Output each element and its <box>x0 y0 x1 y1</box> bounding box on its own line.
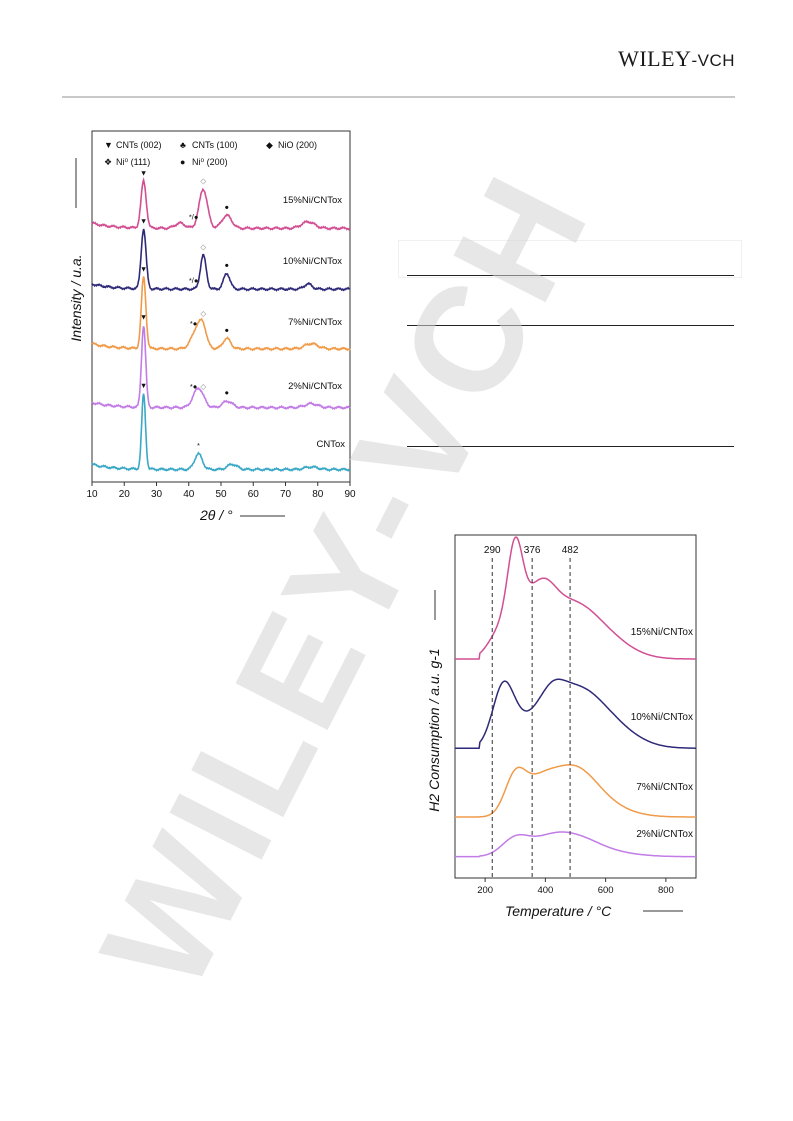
tpr-reference-label: 376 <box>524 545 541 556</box>
tpr-series-label: 15%Ni/CNTox <box>631 627 693 638</box>
tpr-frame <box>454 534 697 879</box>
tpr-chart: 15%Ni/CNTox 10%Ni/CNTox 7%Ni/CNTox 2%Ni/CNT… <box>426 534 697 919</box>
xrd-series-line <box>91 393 351 473</box>
xrd-peak-marker: ● <box>225 202 230 211</box>
xrd-legend-label: NiO (200) <box>278 140 317 150</box>
tpr-x-tick-label: 800 <box>658 885 674 896</box>
xrd-peak-marker: ▼ <box>140 381 147 390</box>
publisher-logo-main: WILEY <box>618 46 692 71</box>
xrd-legend-symbol: ❖ <box>104 157 112 167</box>
xrd-legend-symbol: ● <box>180 157 185 167</box>
xrd-peak-marker: */● <box>189 212 199 221</box>
tpr-series-line <box>455 536 696 660</box>
xrd-peak-marker: ● <box>225 325 230 334</box>
xrd-legend-label: CNTs (002) <box>116 140 162 150</box>
xrd-series-label: 15%Ni/CNTox <box>283 195 342 206</box>
xrd-peak-marker: *● <box>190 382 197 391</box>
tpr-x-tick-label: 400 <box>537 885 553 896</box>
xrd-legend-label: Ni⁰ (111) <box>116 157 150 167</box>
xrd-peak-marker: ▼ <box>140 216 147 225</box>
table-bottom-rule <box>407 446 734 447</box>
tpr-series-line <box>455 831 696 858</box>
xrd-peak-marker: * <box>197 441 200 450</box>
xrd-peak-marker: ▼ <box>140 313 147 322</box>
xrd-x-tick-label: 50 <box>215 489 227 500</box>
tpr-y-axis-label: H2 Consumption / a.u. g-1 <box>426 648 442 811</box>
xrd-x-axis-label: 2θ / ° <box>199 507 233 523</box>
xrd-peak-marker: *● <box>190 319 197 328</box>
tpr-series-label: 2%Ni/CNTox <box>636 829 693 840</box>
xrd-x-tick-label: 30 <box>151 489 163 500</box>
tpr-series-label: 10%Ni/CNTox <box>631 712 693 723</box>
xrd-series-line <box>91 276 351 352</box>
xrd-x-tick-label: 40 <box>183 489 195 500</box>
xrd-legend-symbol: ♣ <box>180 140 186 150</box>
tpr-x-tick-label: 600 <box>598 885 614 896</box>
xrd-x-tick-label: 90 <box>344 489 356 500</box>
xrd-series-line <box>91 326 351 411</box>
tpr-x-axis-label: Temperature / °C <box>505 903 612 919</box>
xrd-x-tick-label: 10 <box>86 489 98 500</box>
xrd-peak-marker: ◇ <box>200 242 207 251</box>
tpr-series-line <box>455 764 696 818</box>
xrd-legend-symbol: ▼ <box>104 140 113 150</box>
xrd-series-label: 10%Ni/CNTox <box>283 256 342 267</box>
table-top-rule <box>407 275 734 276</box>
tpr-series-label: 7%Ni/CNTox <box>636 782 693 793</box>
publisher-logo: WILEY-VCH <box>618 46 735 72</box>
xrd-series-label: 2%Ni/CNTox <box>288 381 342 392</box>
tpr-reference-label: 482 <box>562 545 579 556</box>
xrd-x-tick-label: 70 <box>280 489 292 500</box>
xrd-frame <box>91 130 351 483</box>
xrd-x-tick-label: 60 <box>248 489 260 500</box>
xrd-legend-label: CNTs (100) <box>192 140 238 150</box>
xrd-x-tick-label: 80 <box>312 489 324 500</box>
xrd-peak-marker: ◇ <box>200 382 207 391</box>
xrd-x-tick-label: 20 <box>119 489 131 500</box>
xrd-series-line <box>91 228 351 292</box>
xrd-peak-marker: ▼ <box>140 264 147 273</box>
xrd-peak-marker: ● <box>225 261 230 270</box>
xrd-legend-label: Ni⁰ (200) <box>192 157 228 167</box>
xrd-peak-marker: ◇ <box>200 176 207 185</box>
tpr-x-tick-label: 200 <box>477 885 493 896</box>
tpr-series-line <box>455 678 696 750</box>
xrd-series-label: CNTox <box>316 439 345 450</box>
xrd-peak-marker: ● <box>225 388 230 397</box>
xrd-peak-marker: ▼ <box>140 169 147 178</box>
table-header-box <box>398 240 742 278</box>
header-divider <box>62 96 735 98</box>
table-header-rule <box>407 325 734 326</box>
xrd-chart: ▼ CNTs (002) ♣ CNTs (100) ◆ NiO (200)❖ Ni⁰ (11… <box>70 130 356 523</box>
tpr-reference-label: 290 <box>484 545 501 556</box>
xrd-peak-marker: */● <box>189 276 199 285</box>
xrd-peak-marker: ◇ <box>200 309 207 318</box>
publisher-logo-suffix: -VCH <box>691 51 735 70</box>
xrd-y-axis-label: Intensity / u.a. <box>70 254 84 341</box>
xrd-series-line <box>91 177 351 231</box>
xrd-series-label: 7%Ni/CNTox <box>288 317 342 328</box>
xrd-legend-symbol: ◆ <box>266 140 273 150</box>
